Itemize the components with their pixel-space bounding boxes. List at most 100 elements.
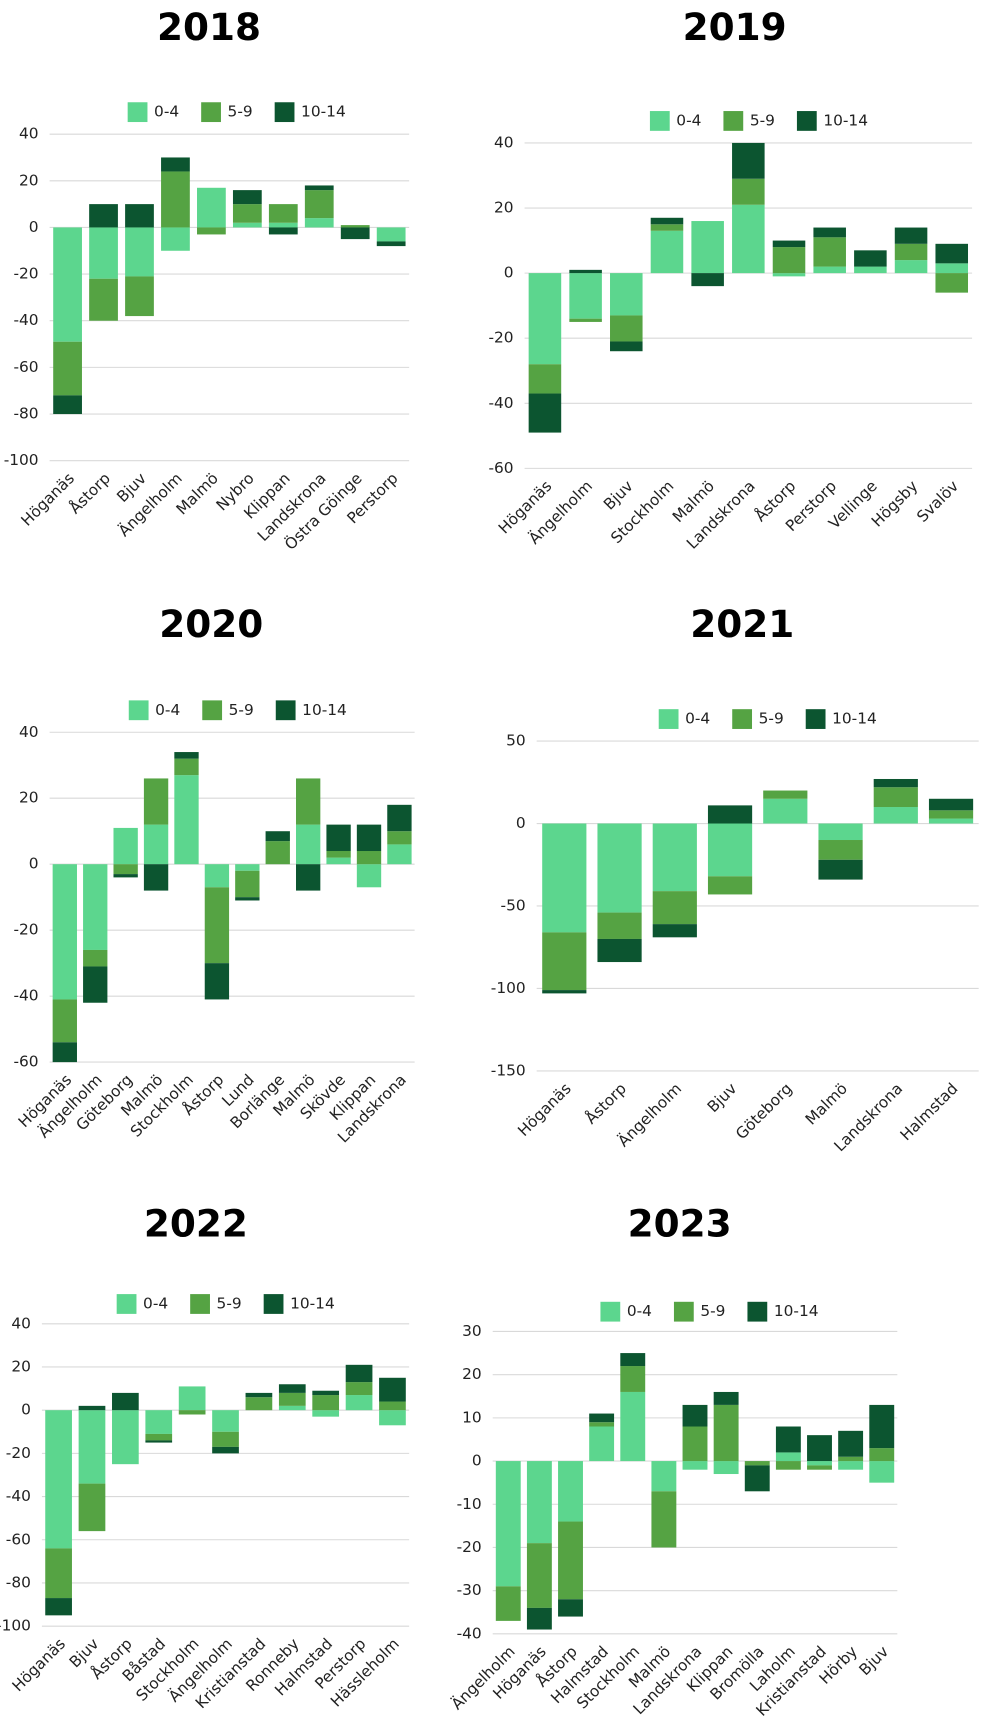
bar-segment — [78, 1405, 106, 1411]
bar-segment — [326, 857, 351, 865]
bar-segment — [707, 823, 753, 877]
legend-swatch — [649, 111, 670, 131]
x-tick-label: Höganäs — [18, 469, 78, 529]
x-tick-label: Bjuv — [856, 1643, 893, 1680]
legend-label: 10-14 — [832, 710, 877, 728]
bar-segment — [212, 1410, 239, 1432]
y-tick-label: -50 — [501, 896, 526, 914]
bar-segment — [495, 1586, 521, 1621]
bar-segment — [935, 263, 969, 274]
bar-segment — [387, 844, 412, 865]
y-tick-label: -80 — [13, 405, 38, 423]
bar-segment — [89, 227, 118, 279]
bar-segment — [838, 1430, 864, 1457]
legend-label: 5-9 — [750, 111, 775, 129]
y-tick-label: -60 — [13, 358, 38, 376]
legend-swatch — [732, 709, 753, 729]
bar-segment — [589, 1426, 615, 1462]
bar-segment — [83, 966, 108, 1003]
bar-segment — [143, 778, 169, 825]
bar-segment — [45, 1410, 72, 1549]
legend-label: 0-4 — [143, 1294, 168, 1312]
y-tick-label: -30 — [457, 1581, 482, 1599]
bar-segment — [278, 1384, 306, 1393]
bar-segment — [178, 1386, 206, 1411]
bar-segment — [651, 1461, 677, 1492]
bar-segment — [268, 227, 298, 235]
bar-segment — [83, 864, 108, 950]
bar-segment — [387, 804, 412, 832]
bar-segment — [818, 823, 863, 841]
bar-segment — [763, 798, 808, 824]
x-tick-label: Höganäs — [514, 1080, 574, 1140]
bar-segment — [174, 758, 199, 776]
bar-segment — [569, 269, 602, 274]
bar-segment — [45, 1548, 72, 1599]
bar-segment — [174, 752, 199, 759]
y-tick-label: -40 — [488, 394, 513, 412]
bar-segment — [620, 1391, 646, 1462]
bar-segment — [345, 1395, 373, 1411]
legend-swatch — [723, 111, 744, 131]
bar-segment — [53, 227, 82, 342]
bar-segment — [894, 243, 928, 261]
bar-segment — [340, 225, 370, 228]
y-tick-label: -60 — [488, 459, 513, 477]
y-tick-label: 20 — [19, 789, 39, 807]
bar-segment — [589, 1422, 615, 1427]
y-tick-label: 50 — [506, 732, 526, 750]
bar-segment — [597, 938, 642, 963]
bar-segment — [873, 787, 918, 808]
legend-swatch — [747, 1301, 768, 1322]
bar-segment — [526, 1607, 552, 1630]
y-tick-label: -40 — [13, 987, 38, 1005]
bar-segment — [143, 864, 169, 891]
bar-segment — [744, 1461, 770, 1466]
bar-segment — [304, 185, 334, 191]
bar-segment — [652, 891, 697, 925]
bar-segment — [569, 273, 602, 319]
bar-segment — [610, 341, 643, 352]
bar-segment — [265, 841, 290, 865]
y-tick-label: -100 — [0, 1617, 31, 1635]
bar-segment — [356, 864, 382, 888]
legend-swatch — [202, 700, 223, 721]
bar-segment — [854, 250, 887, 267]
y-tick-label: 0 — [516, 814, 526, 832]
bar-segment — [232, 190, 262, 205]
legend-label: 5-9 — [217, 1294, 242, 1312]
bar-segment — [312, 1390, 340, 1396]
legend-swatch — [263, 1294, 284, 1314]
bar-segment — [204, 887, 230, 964]
bar-segment — [542, 990, 587, 994]
y-tick-label: -20 — [13, 921, 38, 939]
bar-segment — [651, 1491, 677, 1548]
bar-segment — [526, 1461, 552, 1544]
legend-label: 10-14 — [302, 701, 347, 719]
bar-segment — [268, 222, 298, 228]
bar-segment — [197, 227, 226, 235]
bar-segment — [894, 227, 928, 244]
bar-segment — [296, 778, 321, 825]
y-tick-label: 20 — [19, 171, 39, 189]
y-tick-label: 40 — [494, 133, 514, 151]
bar-segment — [526, 1543, 552, 1608]
bar-segment — [178, 1410, 206, 1415]
chart-title: 2018 — [157, 5, 261, 49]
y-tick-label: -20 — [13, 265, 38, 283]
bar-segment — [873, 778, 918, 788]
bar-segment — [869, 1448, 895, 1462]
bar-segment — [52, 1042, 77, 1063]
y-tick-label: 30 — [462, 1322, 482, 1340]
bar-segment — [78, 1410, 106, 1484]
bar-segment — [818, 859, 863, 880]
bar-segment — [161, 227, 190, 251]
bar-segment — [558, 1521, 583, 1600]
legend-label: 0-4 — [627, 1302, 652, 1320]
bar-segment — [232, 222, 262, 228]
bar-segment — [143, 824, 169, 865]
bar-segment — [569, 318, 602, 322]
bar-segment — [528, 273, 562, 365]
bar-segment — [854, 266, 887, 274]
legend-label: 10-14 — [774, 1302, 819, 1320]
